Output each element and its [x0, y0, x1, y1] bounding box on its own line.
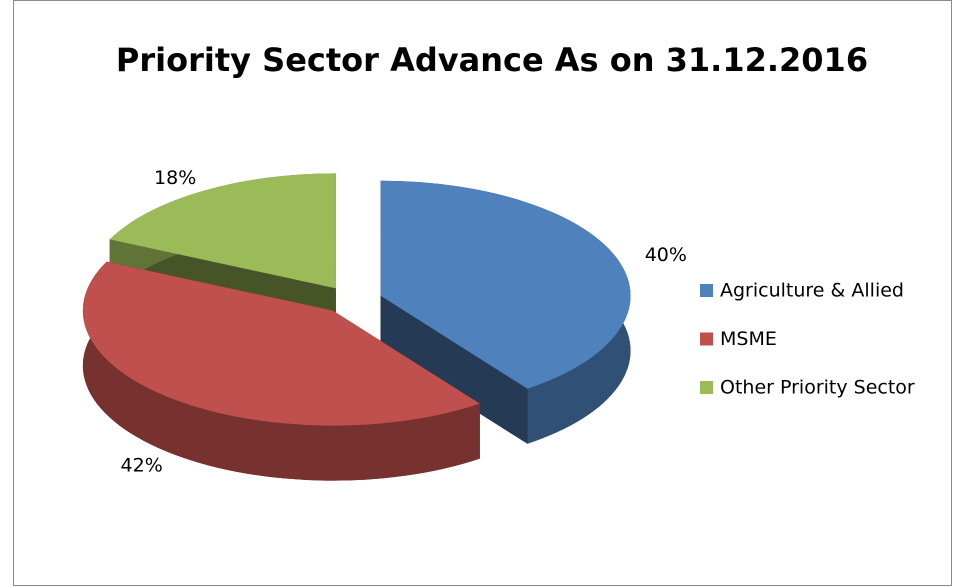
data-label: 40%: [645, 244, 687, 266]
legend-swatch: [700, 332, 713, 346]
pie-slice: [380, 180, 631, 444]
slice-top: [380, 180, 631, 389]
chart-title: Priority Sector Advance As on 31.12.2016: [116, 41, 868, 79]
legend-swatch: [700, 381, 713, 394]
slice-wall: [82, 261, 480, 481]
legend: Agriculture & Allied MSME Other Priority S…: [700, 280, 915, 399]
data-label: 18%: [154, 167, 196, 189]
legend-label: Other Priority Sector: [720, 377, 915, 399]
pie: 40% 42% 18%: [82, 167, 687, 481]
legend-swatch: [700, 284, 713, 297]
legend-label: MSME: [720, 328, 777, 350]
slice-top: [109, 173, 336, 289]
slice-top: [82, 261, 480, 426]
data-label: 42%: [121, 454, 163, 476]
slice-side: [380, 295, 528, 444]
legend-label: Agriculture & Allied: [720, 280, 904, 302]
pie-slice: [82, 261, 480, 481]
